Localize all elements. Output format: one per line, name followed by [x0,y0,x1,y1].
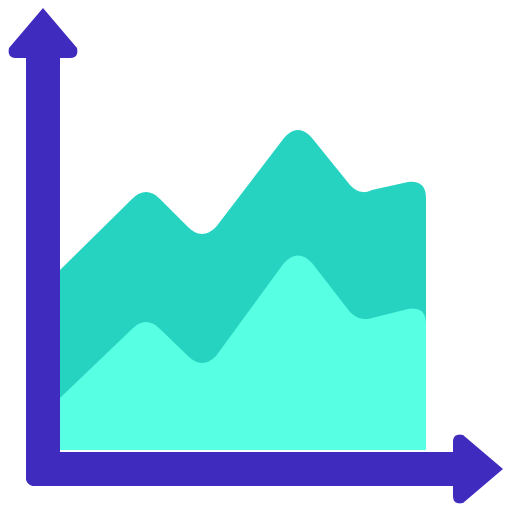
front-area-shape [60,255,426,450]
y-axis-arrowhead-icon [8,8,78,58]
y-axis-line [26,50,60,486]
x-axis-arrowhead-icon [453,434,503,504]
x-axis-line [26,452,462,486]
